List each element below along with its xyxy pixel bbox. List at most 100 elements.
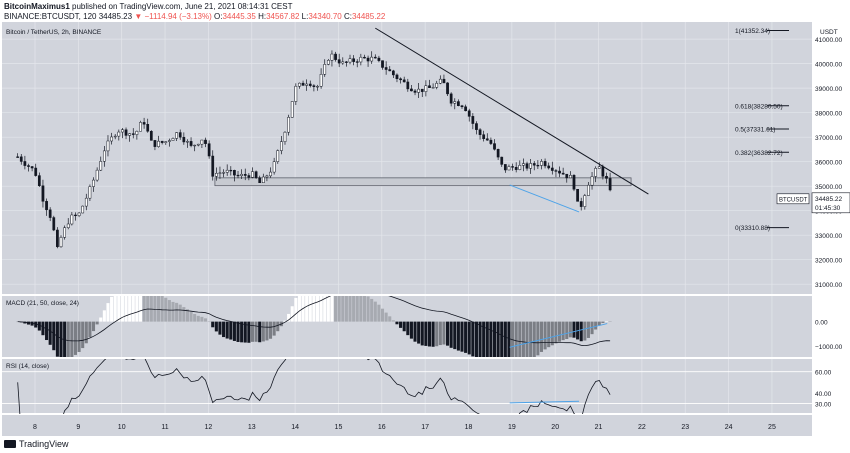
macd-histogram-bar [315,296,320,322]
macd-histogram-bar [536,321,540,356]
candle-body [366,57,370,62]
macd-histogram-bar [568,321,572,338]
macd-histogram-bar [503,321,507,357]
candle-body [355,61,359,63]
macd-histogram-bar [30,321,34,326]
macd-histogram-bar [91,321,96,332]
macd-histogram-bar [471,321,475,357]
candle-body [204,139,207,144]
tradingview-brand: TradingView [19,439,69,449]
candle-body [576,189,579,202]
macd-histogram-bar [442,321,446,345]
y-tick-label: 41000.00 [815,37,842,44]
candle-body [547,165,551,169]
macd-histogram-bar [565,321,569,340]
candle-body [334,53,337,60]
macd-histogram-bar [59,321,63,357]
candle-body [558,170,561,174]
candle-body [240,173,244,177]
macd-histogram-bar [366,296,370,322]
macd-histogram-bar [438,321,442,346]
candle-body [370,56,374,62]
macd-histogram-bar [120,296,124,322]
candle-body [81,205,85,214]
candle-body [482,134,486,139]
candle-body [514,167,518,170]
candle-body [489,139,493,144]
candle-body [478,129,482,135]
candle-body [196,143,200,146]
candle-body [121,129,124,133]
candle-body [579,201,583,207]
macd-histogram-bar [373,301,377,322]
x-tick-label: 24 [725,424,733,431]
macd-histogram-bar [521,321,525,357]
fib-label: 0.5(37331.61) [735,127,775,134]
candle-body [175,132,178,139]
macd-histogram-bar [37,321,41,331]
macd-histogram-bar [106,303,110,322]
candle-body [66,223,70,228]
x-tick-label: 12 [205,424,213,431]
candle-body [56,229,59,248]
price-axis-area [812,22,850,436]
macd-histogram-bar [236,321,240,342]
candle-body [554,170,558,172]
macd-histogram-bar [482,321,486,357]
close-label: C: [343,12,352,21]
footer: TradingView [0,436,850,453]
tradingview-logo[interactable]: TradingView [4,439,69,449]
macd-histogram-bar [525,321,529,357]
candle-body [330,53,334,61]
macd-histogram-bar [283,320,287,322]
macd-histogram-bar [326,296,330,322]
candle-body [189,141,193,146]
macd-histogram-bar [287,313,291,322]
open-value: 34445.35 [222,12,256,21]
macd-histogram-bar [337,296,341,322]
candle-body [280,141,283,151]
macd-histogram-bar [550,321,554,346]
candle-body [569,175,572,179]
macd-histogram-bar [142,296,146,322]
candle-body [511,166,514,168]
tradingview-logo-icon [4,440,16,448]
candle-body [587,184,590,196]
candle-body [131,133,135,135]
x-tick-label: 21 [595,424,603,431]
chart-canvas[interactable]: 31000.0032000.0033000.0034000.0035000.00… [0,22,850,436]
x-tick-label: 15 [335,424,343,431]
macd-histogram-bar [341,296,345,322]
candle-body [164,141,168,143]
candle-body [258,177,262,183]
candle-body [211,155,215,177]
x-tick-label: 10 [118,424,126,431]
y-tick-label: 32000.00 [815,258,842,265]
candle-body [229,169,233,172]
macd-histogram-bar [420,321,424,346]
candle-body [424,85,428,92]
candle-body [496,149,500,158]
candle-body [471,116,475,124]
candle-body [316,86,319,88]
candle-body [193,144,197,147]
macd-histogram-bar [467,321,471,355]
macd-histogram-bar [344,296,348,322]
candle-body [565,173,569,179]
low-label: L: [301,12,309,21]
macd-histogram-bar [417,321,421,344]
candle-body [402,79,406,83]
macd-histogram-bar [305,296,309,322]
x-tick-label: 20 [551,424,559,431]
y-tick-label: 37000.00 [815,135,842,142]
macd-histogram-bar [529,321,533,357]
candle-body [59,237,63,248]
macd-histogram-bar [290,306,294,322]
candle-body [417,88,421,93]
candle-body [106,140,110,152]
candle-body [420,88,424,92]
candle-body [507,166,511,171]
candle-body [442,78,446,84]
author-name[interactable]: BitcoinMaximus1 [4,2,70,11]
macd-histogram-bar [45,321,49,341]
